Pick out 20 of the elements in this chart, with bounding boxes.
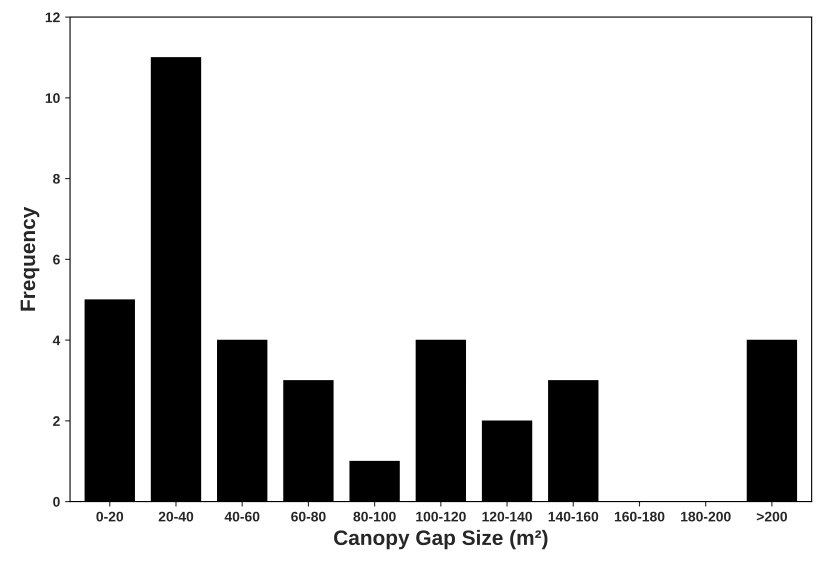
x-tick-label: 0-20 (96, 512, 124, 522)
x-tick-label: 40-60 (224, 512, 260, 522)
y-tick-label: 0 (53, 496, 60, 507)
y-tick-label: 4 (52, 336, 60, 346)
x-tick-label: >200 (756, 512, 787, 522)
x-tick-label: 80-100 (353, 512, 396, 522)
x-tick-label: 120-140 (482, 512, 532, 522)
x-tick-label: 20-40 (158, 512, 194, 522)
x-tick-label: 140-160 (548, 512, 598, 522)
x-tick-label: 160-180 (614, 512, 664, 522)
x-axis-title: Canopy Gap Size (m²) (334, 530, 548, 550)
y-tick-label: 8 (53, 174, 60, 184)
x-tick-label: 100-120 (416, 512, 466, 522)
x-tick-label: 180-200 (681, 512, 731, 522)
y-tick-label: 12 (46, 12, 60, 22)
y-tick-label: 10 (46, 93, 60, 104)
x-tick-label: 60-80 (291, 512, 326, 522)
y-tick-label: 2 (53, 416, 60, 426)
y-tick-label: 6 (53, 254, 60, 265)
y-axis-title: Frequency (20, 206, 40, 311)
